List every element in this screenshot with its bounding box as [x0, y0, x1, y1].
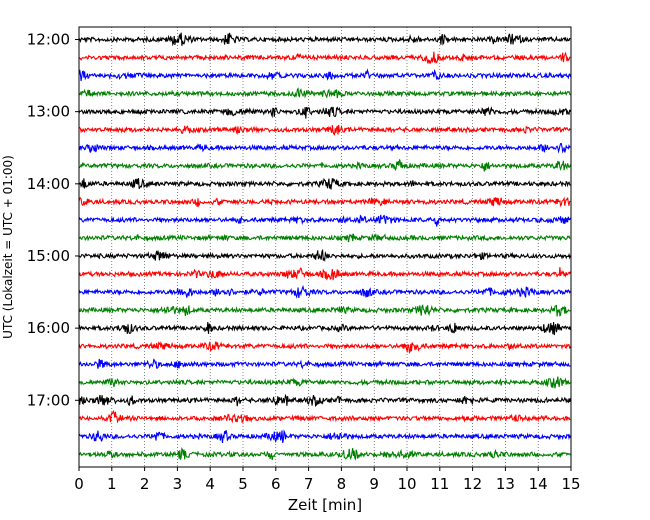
grid	[111, 27, 539, 467]
y-tick-label: 12:00	[27, 31, 70, 49]
trace-line	[78, 248, 571, 263]
x-tick-label: 11	[430, 475, 449, 493]
trace-line	[78, 214, 571, 227]
plot-frame	[78, 26, 572, 468]
x-tick-label: 4	[205, 475, 215, 493]
x-axis: 0 1 2 3 4 5 6 7 8 9 10 11 12 13 14 15	[74, 467, 581, 493]
trace-line	[78, 341, 571, 354]
y-tick-label: 14:00	[27, 175, 70, 193]
x-tick-label: 13	[496, 475, 515, 493]
trace-line	[78, 142, 571, 154]
y-tick-label: 15:00	[27, 247, 70, 265]
trace-line	[78, 321, 571, 336]
trace-line	[78, 68, 571, 82]
x-tick-label: 6	[271, 475, 281, 493]
trace-line	[78, 304, 571, 317]
trace-line	[78, 232, 571, 243]
traces	[78, 32, 571, 461]
y-axis-label: UTC (Lokalzeit = UTC + 01:00)	[1, 155, 15, 339]
x-tick-label: 2	[140, 475, 150, 493]
x-tick-label: 10	[397, 475, 416, 493]
trace-line	[78, 106, 571, 119]
trace-line	[78, 159, 571, 172]
trace-line	[78, 51, 571, 65]
x-tick-label: 5	[238, 475, 248, 493]
trace-line	[78, 409, 571, 424]
y-tick-label: 13:00	[27, 103, 70, 121]
trace-line	[78, 124, 571, 136]
x-tick-label: 7	[304, 475, 314, 493]
trace-line	[78, 447, 571, 461]
trace-line	[78, 196, 571, 208]
y-axis: 12:00 13:00 14:00 15:00 16:00 17:00	[27, 31, 79, 409]
y-tick-label: 16:00	[27, 319, 70, 337]
x-tick-label: 15	[561, 475, 580, 493]
x-tick-label: 0	[74, 475, 84, 493]
trace-line	[78, 429, 571, 444]
x-tick-label: 3	[173, 475, 183, 493]
x-tick-label: 12	[463, 475, 482, 493]
trace-line	[78, 284, 571, 299]
x-tick-label: 1	[107, 475, 117, 493]
trace-line	[78, 358, 571, 370]
x-tick-label: 9	[369, 475, 379, 493]
x-tick-label: 14	[529, 475, 548, 493]
trace-line	[78, 376, 571, 389]
trace-line	[78, 393, 571, 408]
y-tick-label: 17:00	[27, 391, 70, 409]
x-tick-label: 8	[337, 475, 347, 493]
trace-line	[78, 177, 571, 190]
trace-line	[78, 87, 571, 99]
x-axis-label: Zeit [min]	[288, 496, 362, 514]
trace-line	[78, 32, 571, 47]
trace-line	[78, 267, 571, 281]
